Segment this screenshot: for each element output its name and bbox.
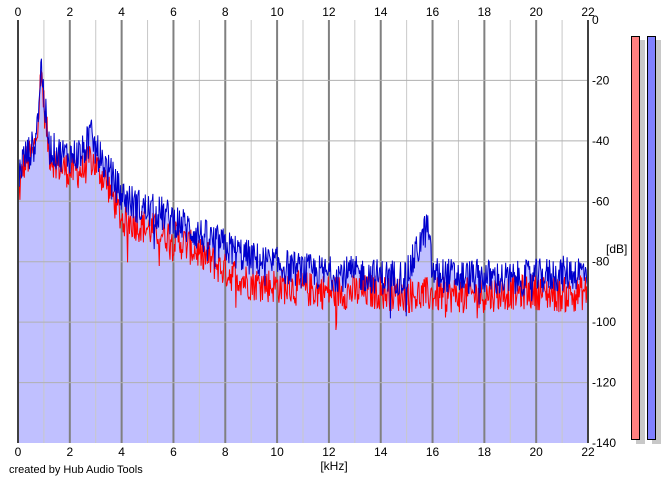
y-tick-label: -140 [592, 436, 616, 450]
x-tick-label-bottom: 4 [118, 445, 125, 459]
x-tick-label-top: 22 [581, 5, 595, 19]
series-layer [17, 58, 589, 331]
x-tick-label-top: 8 [222, 5, 229, 19]
x-tick-label-top: 6 [170, 5, 177, 19]
legend-right-shadow [652, 40, 661, 444]
legend-left-channel-bar [631, 36, 640, 440]
x-tick-label-top: 4 [118, 5, 125, 19]
grid-layer [18, 20, 588, 443]
x-tick-label-top: 0 [15, 5, 22, 19]
y-tick-label: -80 [592, 255, 610, 269]
legend-right-channel-bar [647, 36, 656, 440]
y-tick-label: 0 [592, 13, 599, 27]
y-tick-label: -60 [592, 194, 610, 208]
x-tick-label-bottom: 12 [322, 445, 336, 459]
y-tick-label: -20 [592, 73, 610, 87]
x-tick-label-bottom: 14 [374, 445, 388, 459]
y-tick-label: -100 [592, 315, 616, 329]
x-tick-label-top: 10 [270, 5, 284, 19]
credit-text: created by Hub Audio Tools [9, 464, 143, 476]
x-tick-label-bottom: 2 [66, 445, 73, 459]
x-tick-label-bottom: 8 [222, 445, 229, 459]
x-tick-label-top: 16 [426, 5, 440, 19]
x-tick-label-bottom: 18 [478, 445, 492, 459]
right-channel-line [17, 58, 589, 319]
x-tick-label-top: 18 [478, 5, 492, 19]
tick-labels: 002244668810101212141416161818202022220-… [15, 5, 617, 459]
x-tick-label-bottom: 6 [170, 445, 177, 459]
spectrum-fill-layer [18, 58, 588, 443]
axes-layer [17, 20, 589, 443]
x-tick-label-bottom: 22 [581, 445, 595, 459]
x-tick-label-top: 2 [66, 5, 73, 19]
legend-left-shadow [636, 40, 645, 444]
x-tick-label-bottom: 10 [270, 445, 284, 459]
x-tick-label-top: 12 [322, 5, 336, 19]
y-tick-label: -40 [592, 134, 610, 148]
x-tick-label-top: 14 [374, 5, 388, 19]
x-tick-label-top: 20 [530, 5, 544, 19]
x-tick-label-bottom: 16 [426, 445, 440, 459]
y-axis-label: [dB] [606, 242, 627, 256]
spectrum-area [18, 58, 588, 443]
x-tick-label-bottom: 0 [15, 445, 22, 459]
x-tick-label-bottom: 20 [530, 445, 544, 459]
x-axis-label: [kHz] [320, 459, 347, 473]
y-tick-label: -120 [592, 376, 616, 390]
